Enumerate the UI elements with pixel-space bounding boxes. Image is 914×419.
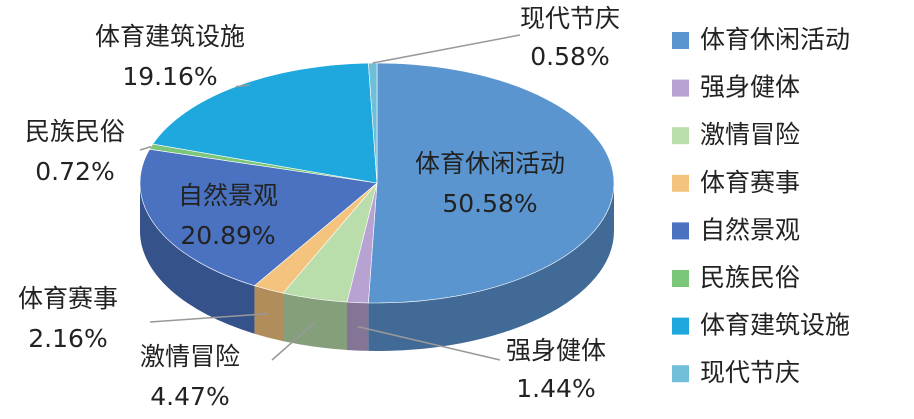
slice-side — [254, 285, 284, 342]
legend-swatch — [672, 174, 689, 192]
slice-label: 自然景观 — [178, 181, 278, 210]
slice — [139, 148, 378, 287]
legend-swatch — [672, 79, 689, 97]
legend-label: 强身健体 — [700, 73, 800, 102]
slice-label: 现代节庆 — [520, 4, 620, 33]
slice-side — [347, 302, 369, 351]
legend-label: 现代节庆 — [700, 358, 800, 387]
legend-label: 体育建筑设施 — [700, 311, 850, 340]
slice-value-label: 0.72% — [35, 157, 114, 186]
legend-label: 体育赛事 — [700, 168, 800, 197]
leader-line — [357, 325, 501, 361]
slice-label: 体育赛事 — [18, 284, 118, 313]
leader-line — [235, 84, 251, 88]
legend-label: 自然景观 — [700, 215, 800, 244]
legend-swatch — [672, 317, 689, 335]
slice — [368, 62, 378, 184]
slice-value-label: 1.44% — [516, 374, 595, 403]
leader-line — [271, 322, 315, 361]
slice-label: 强身健体 — [506, 336, 606, 365]
leader-line — [139, 145, 152, 151]
slice-label: 激情冒险 — [140, 342, 240, 371]
leader-line — [372, 34, 521, 64]
slice-label: 体育休闲活动 — [415, 149, 565, 178]
legend-label: 民族民俗 — [700, 263, 800, 292]
slice-value-label: 2.16% — [28, 324, 107, 353]
legend-swatch — [672, 270, 689, 287]
slice-side — [368, 183, 614, 351]
legend-label: 激情冒险 — [700, 120, 800, 149]
leader-line — [149, 312, 269, 323]
slice — [368, 62, 615, 304]
slice-side — [140, 183, 255, 334]
legend-swatch — [672, 127, 689, 145]
legend-swatch — [672, 32, 689, 49]
slice-value-label: 4.47% — [150, 382, 229, 411]
slice-value-label: 50.58% — [442, 189, 537, 218]
slice-value-label: 0.58% — [530, 42, 609, 71]
slice-label: 体育建筑设施 — [95, 22, 245, 51]
slice-label: 民族民俗 — [25, 117, 125, 146]
legend-label: 体育休闲活动 — [700, 25, 850, 54]
legend-swatch — [672, 365, 689, 383]
slice-value-label: 20.89% — [180, 221, 275, 250]
legend-swatch — [672, 222, 689, 240]
slice-value-label: 19.16% — [122, 62, 217, 91]
